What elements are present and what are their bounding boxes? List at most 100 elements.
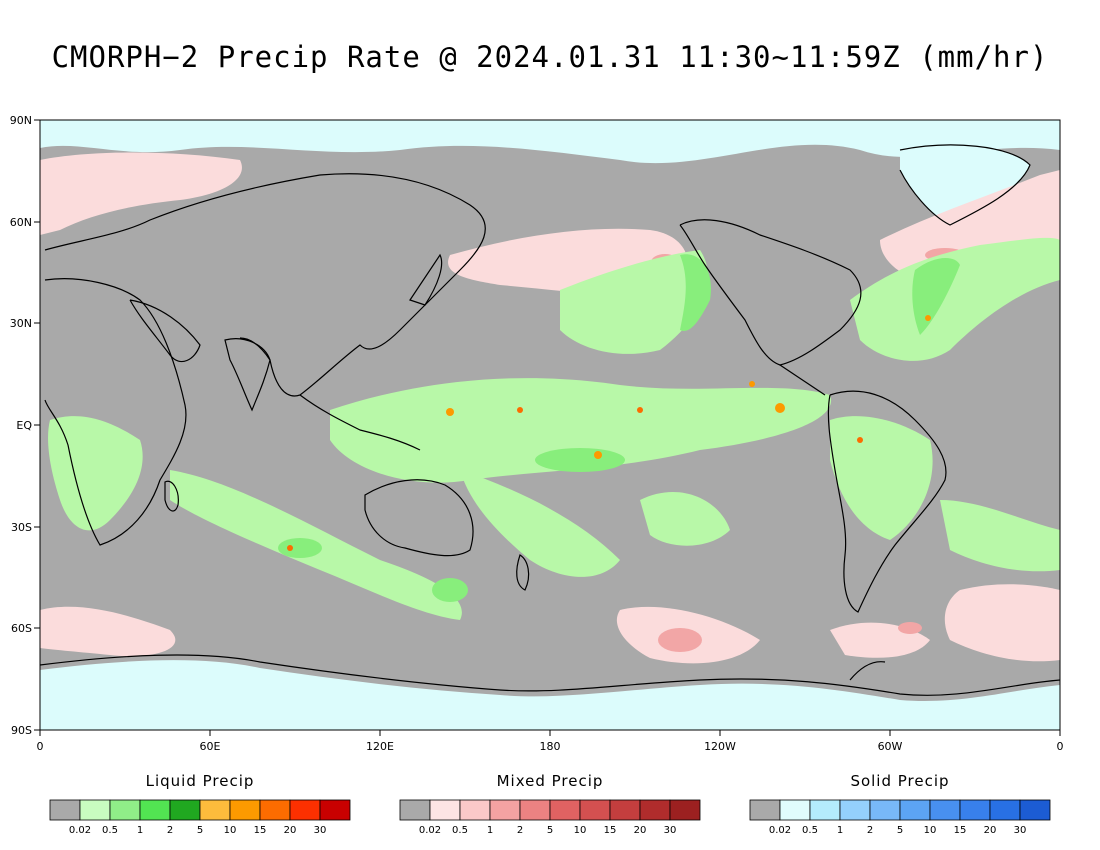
legend-tick-label: 10	[224, 825, 237, 836]
legend-tick-label: 0.02	[419, 825, 441, 836]
legend-tick-label: 2	[867, 825, 873, 836]
mixed-core-3	[898, 622, 922, 634]
greenland-ice	[900, 145, 1030, 225]
legend-liquid-precip: Liquid Precip 0.02 0.5 1 2 5 10 15 20 30	[49, 772, 351, 836]
liquid-mod-pacific-front	[680, 254, 711, 331]
lon-label-120w: 120W	[704, 740, 736, 753]
legend-swatch	[669, 799, 701, 821]
lon-label-60w: 60W	[878, 740, 903, 753]
legend-swatch	[959, 799, 991, 821]
liquid-north-pacific-front	[560, 250, 708, 354]
legend-tick-label: 0.02	[69, 825, 91, 836]
coastline-greenland	[899, 144, 1031, 226]
legend-swatch	[809, 799, 841, 821]
legend-tick-label: 30	[664, 825, 677, 836]
map-title: CMORPH−2 Precip Rate @ 2024.01.31 11:30~…	[51, 40, 1049, 74]
heavy-cell-8	[857, 437, 863, 443]
liquid-precip-moderate	[278, 254, 960, 602]
legend-swatch	[169, 799, 201, 821]
lon-axis	[39, 730, 1061, 736]
lon-label-0-left: 0	[37, 740, 44, 753]
legend-tick-label: 0.5	[102, 825, 118, 836]
legend-title: Liquid Precip	[146, 772, 255, 790]
heavy-cell-1	[446, 408, 454, 416]
coastline-south-america	[827, 390, 947, 613]
heavy-cell-3	[594, 451, 602, 459]
liquid-north-atlantic	[850, 237, 1060, 361]
legend-swatch	[579, 799, 611, 821]
legend-swatch	[429, 799, 461, 821]
legend-swatch	[319, 799, 351, 821]
legend-tick-label: 2	[517, 825, 523, 836]
lat-label-eq: EQ	[16, 419, 32, 432]
coastline-japan	[409, 253, 443, 306]
legend-swatch	[519, 799, 551, 821]
liquid-mod-atlantic-front	[912, 258, 960, 335]
legend-swatch	[79, 799, 111, 821]
legend-swatch	[1019, 799, 1051, 821]
legend-swatch	[399, 799, 431, 821]
coastline-madagascar	[164, 480, 179, 512]
legend-tick-label: 0.02	[769, 825, 791, 836]
legend-swatch	[259, 799, 291, 821]
coastlines	[40, 144, 1060, 696]
lat-label-90s: 90S	[11, 724, 32, 737]
legend-solid-precip: Solid Precip 0.02 0.5 1 2 5 10 15 20 30	[749, 772, 1051, 836]
legend-tick-label: 15	[604, 825, 617, 836]
precip-map	[40, 120, 1060, 730]
heavy-cell-9	[749, 381, 755, 387]
legend-swatch	[869, 799, 901, 821]
liquid-mod-warm-pool	[535, 448, 625, 472]
legend-tick-label: 5	[897, 825, 903, 836]
legend-swatch	[989, 799, 1021, 821]
legend-swatch	[229, 799, 261, 821]
liquid-africa	[48, 416, 143, 531]
liquid-south-america	[830, 416, 933, 540]
lat-label-60n: 60N	[10, 216, 32, 229]
legend-mixed-precip: Mixed Precip 0.02 0.5 1 2 5 10 15 20 30	[399, 772, 701, 836]
heavy-cell-2	[517, 407, 523, 413]
legend-swatch	[929, 799, 961, 821]
legend-tick-label: 20	[634, 825, 647, 836]
heavy-cell-4	[637, 407, 643, 413]
heavy-cell-6	[287, 545, 293, 551]
liquid-mod-indian	[278, 538, 322, 558]
coastline-north-america	[679, 219, 862, 366]
legend-tick-label: 15	[954, 825, 967, 836]
legend-tick-label: 20	[284, 825, 297, 836]
coastline-australia	[364, 479, 474, 557]
legend-tick-label: 0.5	[452, 825, 468, 836]
heavy-cell-7	[925, 315, 931, 321]
legend-swatch	[549, 799, 581, 821]
mixed-southern-ocean-3	[944, 584, 1060, 662]
legend-tick-label: 5	[197, 825, 203, 836]
coastline-antarctica	[40, 654, 1060, 696]
legend-swatch	[109, 799, 141, 821]
legend-tick-label: 2	[167, 825, 173, 836]
mixed-southern-ocean-1	[40, 606, 176, 657]
legend-swatch	[779, 799, 811, 821]
legend-tick-label: 30	[1014, 825, 1027, 836]
lat-label-60s: 60S	[11, 622, 32, 635]
legend-swatch	[139, 799, 171, 821]
legend-swatch	[839, 799, 871, 821]
legend-swatch	[199, 799, 231, 821]
coastline-africa	[44, 278, 187, 546]
legend-tick-label: 0.5	[802, 825, 818, 836]
legend-title: Mixed Precip	[497, 772, 604, 790]
legends: Liquid Precip 0.02 0.5 1 2 5 10 15 20 30 Mixed Pre…	[49, 772, 1051, 836]
coastline-eurasia	[44, 173, 486, 397]
antarctic-ice	[40, 660, 1060, 730]
lon-label-0-right: 0	[1057, 740, 1064, 753]
legend-tick-label: 15	[254, 825, 267, 836]
legend-swatch	[749, 799, 781, 821]
legend-tick-label: 5	[547, 825, 553, 836]
liquid-south-pacific-cyclone	[640, 491, 730, 546]
liquid-south-pacific-band	[460, 470, 620, 577]
mixed-north-atlantic	[40, 152, 242, 235]
legend-swatch	[609, 799, 641, 821]
legend-swatch	[899, 799, 931, 821]
mixed-core-1	[658, 628, 702, 652]
legend-tick-label: 1	[837, 825, 843, 836]
